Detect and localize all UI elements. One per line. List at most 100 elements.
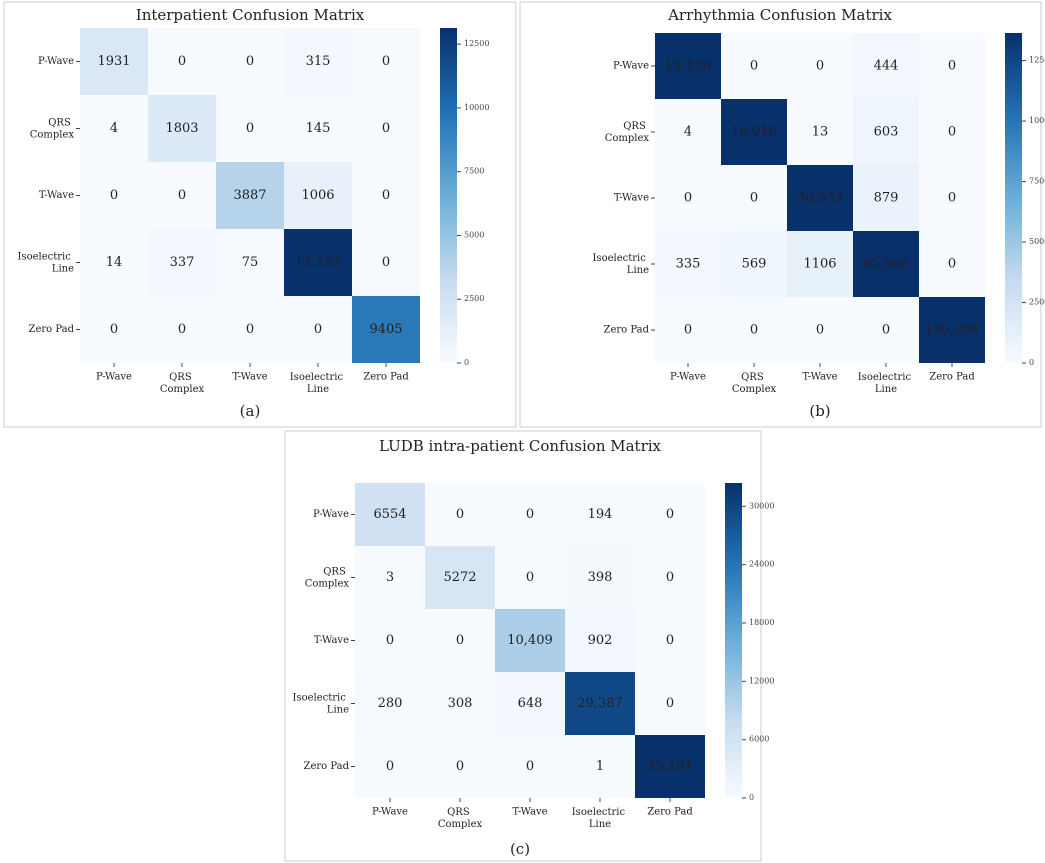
x-tick-label: Zero Pad: [647, 807, 693, 818]
cell-label: 0: [816, 323, 824, 338]
y-tick-label: T-Wave: [39, 190, 74, 201]
heatmap-cell: [284, 28, 352, 95]
heatmap-cell: [495, 735, 565, 798]
chart-title: LUDB intra-patient Confusion Matrix: [379, 437, 662, 455]
cell-label: 9405: [369, 322, 402, 337]
heatmap-cell: [565, 672, 635, 735]
heatmap-cell: [787, 231, 853, 297]
cell-label: 1006: [301, 188, 334, 203]
panel-label: (c): [510, 840, 530, 858]
y-tick-label: QRS Complex: [305, 566, 350, 589]
heatmap-cell: [352, 162, 420, 229]
colorbar-tick-label: 0: [749, 793, 754, 802]
cell-label: 0: [110, 188, 118, 203]
heatmap-cell: [787, 165, 853, 231]
heatmap-cell: [284, 95, 352, 162]
heatmap-cell: [425, 483, 495, 546]
cell-label: 280: [378, 696, 403, 711]
x-tick-label: P-Wave: [96, 372, 132, 383]
colorbar-tick-label: 5000: [1029, 237, 1045, 246]
cell-label: 0: [948, 191, 956, 206]
heatmap-cell: [216, 28, 284, 95]
colorbar-tick-label: 7500: [1029, 177, 1045, 186]
cell-label: 0: [948, 59, 956, 74]
x-tick-label: T-Wave: [802, 372, 837, 383]
cell-label: 648: [518, 696, 543, 711]
heatmap-cell: [495, 483, 565, 546]
cell-label: 0: [314, 322, 322, 337]
cell-label: 19,136: [665, 59, 711, 74]
colorbar-tick-label: 12500: [1029, 56, 1045, 65]
cell-label: 0: [750, 323, 758, 338]
panel-border: [519, 1, 1042, 428]
heatmap-cell: [216, 296, 284, 363]
x-tick-label: Isoelectric Line: [572, 807, 629, 830]
cell-label: 0: [382, 121, 390, 136]
panel-border: [3, 1, 517, 428]
cell-label: 85,066: [863, 257, 909, 272]
colorbar-tick-label: 6000: [749, 735, 769, 744]
heatmap-cell: [721, 33, 787, 99]
cell-label: 879: [874, 191, 899, 206]
heatmap-cell: [352, 95, 420, 162]
cell-label: 444: [874, 59, 899, 74]
colorbar: [1005, 33, 1022, 363]
cell-label: 194: [588, 507, 613, 522]
heatmap-cell: [284, 162, 352, 229]
cell-label: 0: [456, 633, 464, 648]
heatmap-cell: [495, 672, 565, 735]
colorbar-tick-label: 10000: [1029, 116, 1045, 125]
heatmap-cell: [635, 735, 705, 798]
cell-label: 0: [882, 323, 890, 338]
x-tick-label: Zero Pad: [363, 372, 409, 383]
heatmap-cell: [721, 297, 787, 363]
heatmap-cell: [352, 28, 420, 95]
x-tick-label: T-Wave: [232, 372, 267, 383]
cell-label: 18,016: [731, 125, 777, 140]
cell-label: 0: [382, 188, 390, 203]
heatmap-cell: [853, 297, 919, 363]
heatmap-cell: [655, 165, 721, 231]
heatmap-cell: [284, 296, 352, 363]
heatmap-cell: [148, 95, 216, 162]
cell-label: 3887: [233, 188, 266, 203]
y-tick-label: Zero Pad: [304, 761, 350, 772]
heatmap-cell: [80, 95, 148, 162]
heatmap-cell: [655, 231, 721, 297]
heatmap-cell: [655, 297, 721, 363]
colorbar-tick-label: 24000: [749, 560, 774, 569]
heatmap-cell: [425, 609, 495, 672]
y-tick-label: QRS Complex: [30, 117, 75, 140]
cell-label: 0: [666, 633, 674, 648]
panel-label: (b): [809, 402, 830, 420]
heatmap-cell: [425, 672, 495, 735]
y-tick-label: P-Wave: [313, 509, 349, 520]
cell-label: 14: [106, 255, 123, 270]
cell-label: 337: [170, 255, 195, 270]
colorbar-tick-label: 12000: [749, 676, 774, 685]
heatmap-cell: [787, 297, 853, 363]
heatmap-cell: [919, 99, 985, 165]
x-tick-label: QRS Complex: [732, 372, 777, 395]
x-tick-label: Zero Pad: [929, 372, 975, 383]
chart-title: Interpatient Confusion Matrix: [136, 6, 365, 24]
cell-label: 0: [684, 191, 692, 206]
heatmap-cell: [352, 296, 420, 363]
heatmap-cell: [216, 162, 284, 229]
cell-label: 5272: [443, 570, 476, 585]
heatmap-cell: [425, 546, 495, 609]
heatmap-cell: [355, 483, 425, 546]
heatmap-cell: [565, 483, 635, 546]
cell-label: 0: [666, 696, 674, 711]
cell-label: 0: [666, 570, 674, 585]
heatmap-cell: [80, 162, 148, 229]
colorbar: [725, 483, 742, 798]
heatmap-cell: [853, 165, 919, 231]
cell-label: 0: [666, 507, 674, 522]
cell-label: 29,387: [577, 696, 623, 711]
colorbar-tick-label: 0: [1029, 358, 1034, 367]
cell-label: 3: [386, 570, 394, 585]
cell-label: 0: [750, 59, 758, 74]
cell-label: 6554: [373, 507, 406, 522]
heatmap-cell: [655, 99, 721, 165]
